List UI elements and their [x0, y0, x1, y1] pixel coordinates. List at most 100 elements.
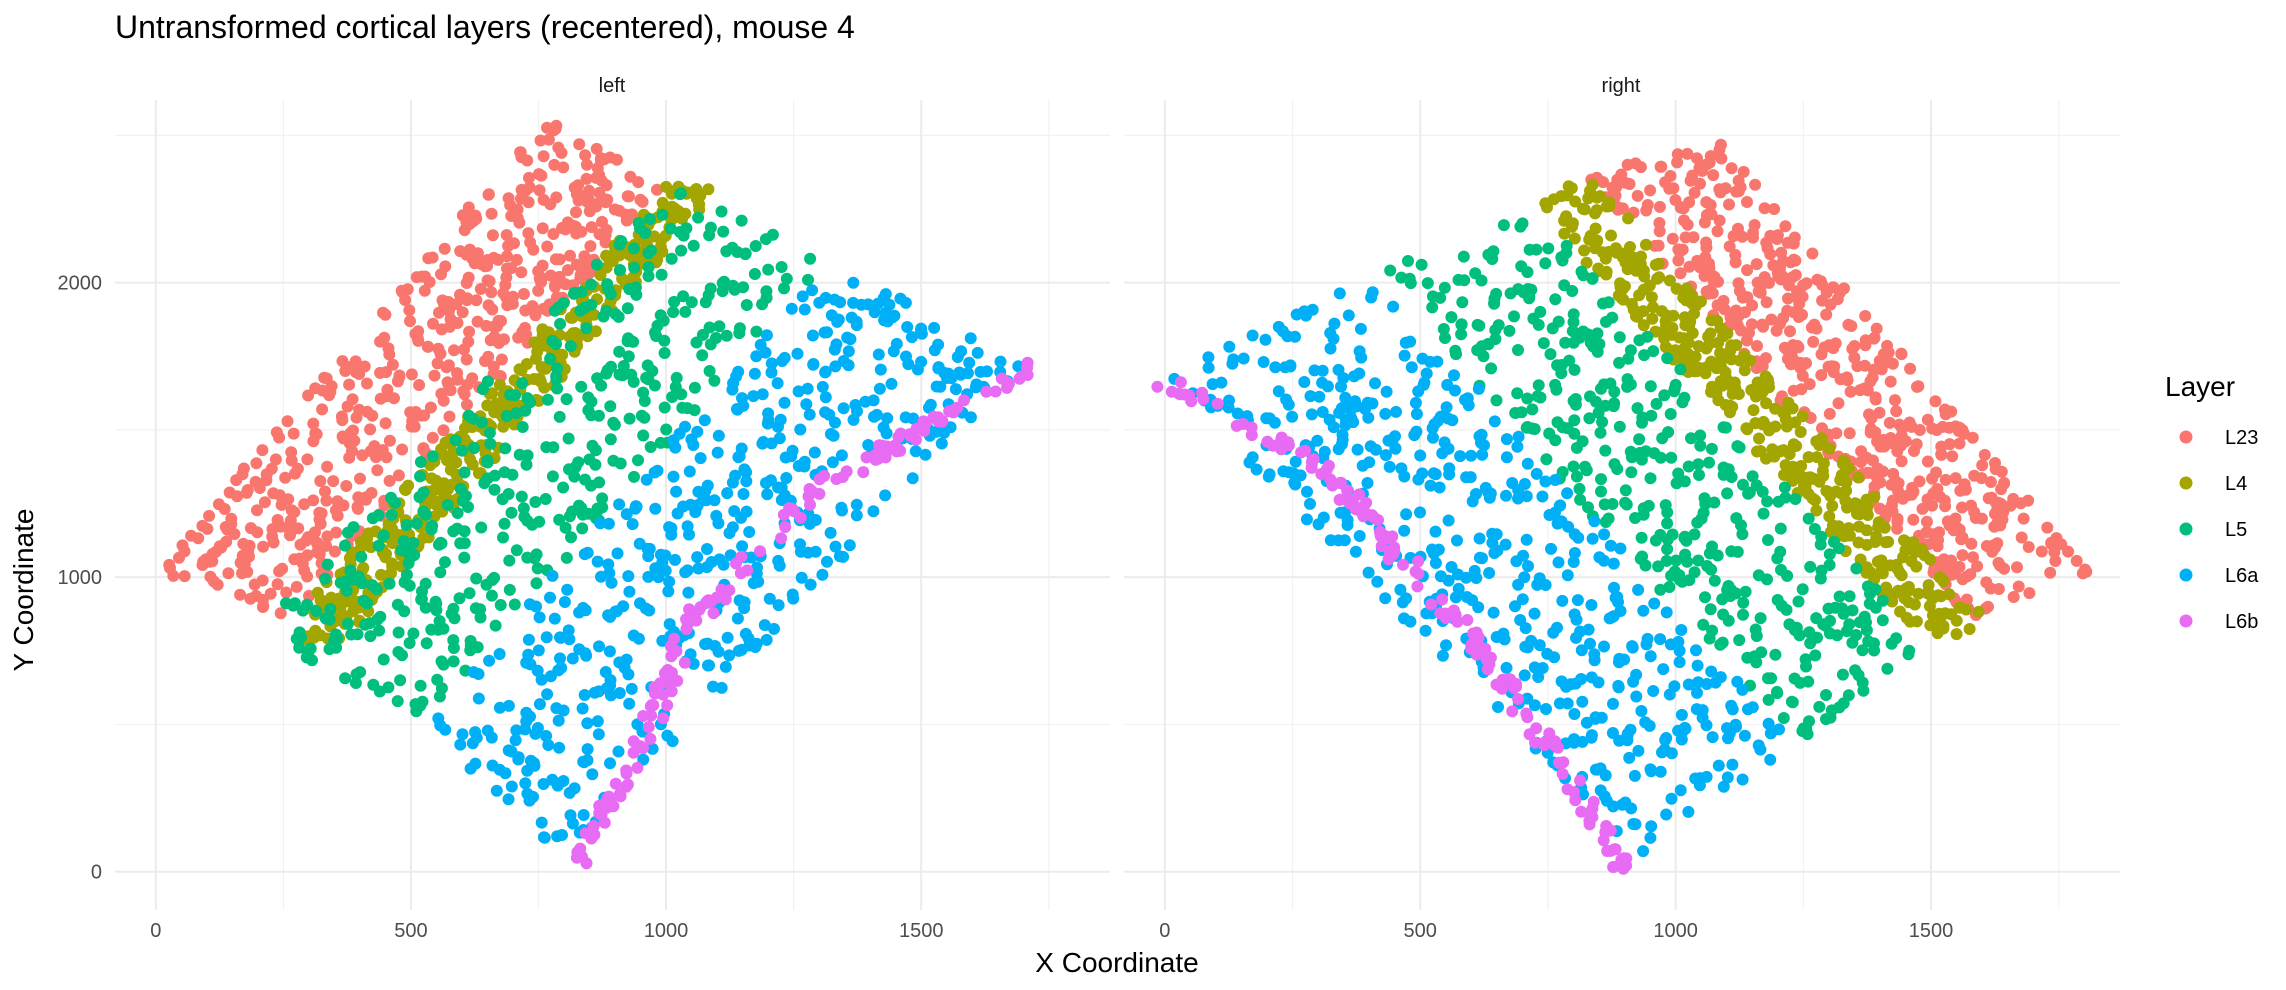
data-point — [1610, 181, 1623, 194]
data-point — [1675, 624, 1688, 636]
data-point — [1741, 264, 1754, 277]
data-point — [288, 506, 301, 519]
data-point — [857, 466, 870, 479]
data-point — [1237, 352, 1250, 365]
data-point — [1703, 456, 1715, 469]
data-point — [1630, 690, 1643, 703]
data-point — [1537, 337, 1550, 350]
data-point — [775, 481, 788, 494]
data-point — [1787, 384, 1800, 397]
data-point — [1805, 321, 1818, 334]
data-point — [1764, 229, 1777, 242]
data-point — [344, 564, 357, 577]
data-point — [731, 246, 744, 258]
data-point — [481, 724, 494, 737]
data-point — [1859, 310, 1872, 322]
data-point — [1512, 693, 1525, 705]
data-point — [352, 570, 365, 583]
data-point — [210, 545, 222, 558]
x-tick-label: 1000 — [1653, 920, 1698, 942]
data-point — [1950, 628, 1963, 641]
data-point — [298, 498, 311, 511]
data-point — [1841, 374, 1854, 387]
data-point — [1351, 400, 1364, 413]
data-point — [1782, 292, 1794, 305]
data-point — [1694, 177, 1706, 190]
data-point — [546, 569, 559, 582]
data-point — [1851, 507, 1863, 520]
data-point — [519, 404, 532, 417]
data-point — [674, 188, 687, 201]
data-point — [886, 311, 899, 324]
data-point — [1586, 811, 1599, 824]
data-point — [576, 508, 589, 521]
data-point — [251, 526, 264, 539]
data-point — [352, 491, 365, 504]
data-point — [1711, 549, 1724, 562]
data-point — [1542, 242, 1555, 255]
data-point — [1679, 231, 1692, 244]
data-point — [1926, 499, 1939, 512]
data-point — [321, 558, 334, 571]
data-point — [416, 585, 428, 598]
data-point — [928, 344, 941, 357]
data-point — [530, 577, 543, 590]
data-point — [971, 346, 984, 359]
data-point — [451, 507, 464, 519]
data-point — [537, 778, 550, 790]
data-point — [1482, 338, 1494, 350]
data-point — [1680, 282, 1693, 295]
data-point — [683, 465, 696, 478]
data-point — [413, 491, 426, 503]
data-point — [556, 222, 569, 234]
data-point — [1968, 469, 1981, 482]
data-point — [1749, 390, 1762, 403]
data-point — [385, 491, 397, 504]
data-point — [496, 493, 509, 506]
data-point — [655, 268, 668, 281]
data-point — [1324, 534, 1337, 547]
data-point — [1815, 564, 1828, 577]
data-point — [483, 654, 496, 667]
data-point — [437, 658, 450, 671]
data-point — [345, 628, 358, 641]
data-point — [408, 549, 421, 561]
data-point — [1971, 560, 1984, 573]
data-point — [932, 362, 945, 375]
data-point — [1718, 303, 1731, 316]
data-point — [1754, 743, 1767, 756]
data-point — [1174, 376, 1187, 389]
data-point — [663, 575, 676, 588]
data-point — [2041, 521, 2054, 534]
data-point — [1586, 272, 1599, 285]
data-point — [1511, 387, 1524, 400]
data-point — [547, 228, 560, 240]
data-point — [1725, 583, 1738, 596]
data-point — [1427, 431, 1439, 444]
data-point — [595, 152, 607, 165]
data-point — [760, 633, 773, 646]
data-point — [532, 284, 545, 297]
data-point — [470, 294, 483, 307]
data-point — [1588, 515, 1601, 528]
data-point — [1237, 418, 1250, 430]
data-point — [251, 504, 263, 517]
data-point — [1566, 325, 1579, 338]
data-point — [454, 738, 467, 751]
data-point — [530, 548, 543, 561]
data-point — [1756, 318, 1769, 331]
data-point — [486, 574, 499, 586]
data-point — [1151, 380, 1164, 393]
data-point — [1593, 551, 1606, 564]
data-point — [1714, 322, 1727, 335]
data-point — [413, 379, 426, 391]
data-point — [267, 536, 280, 549]
data-point — [644, 441, 657, 453]
data-point — [458, 388, 471, 401]
data-point — [631, 761, 644, 774]
data-point — [899, 411, 912, 424]
data-point — [2004, 499, 2017, 512]
data-point — [164, 562, 176, 574]
data-point — [578, 301, 591, 314]
data-point — [1670, 554, 1683, 567]
